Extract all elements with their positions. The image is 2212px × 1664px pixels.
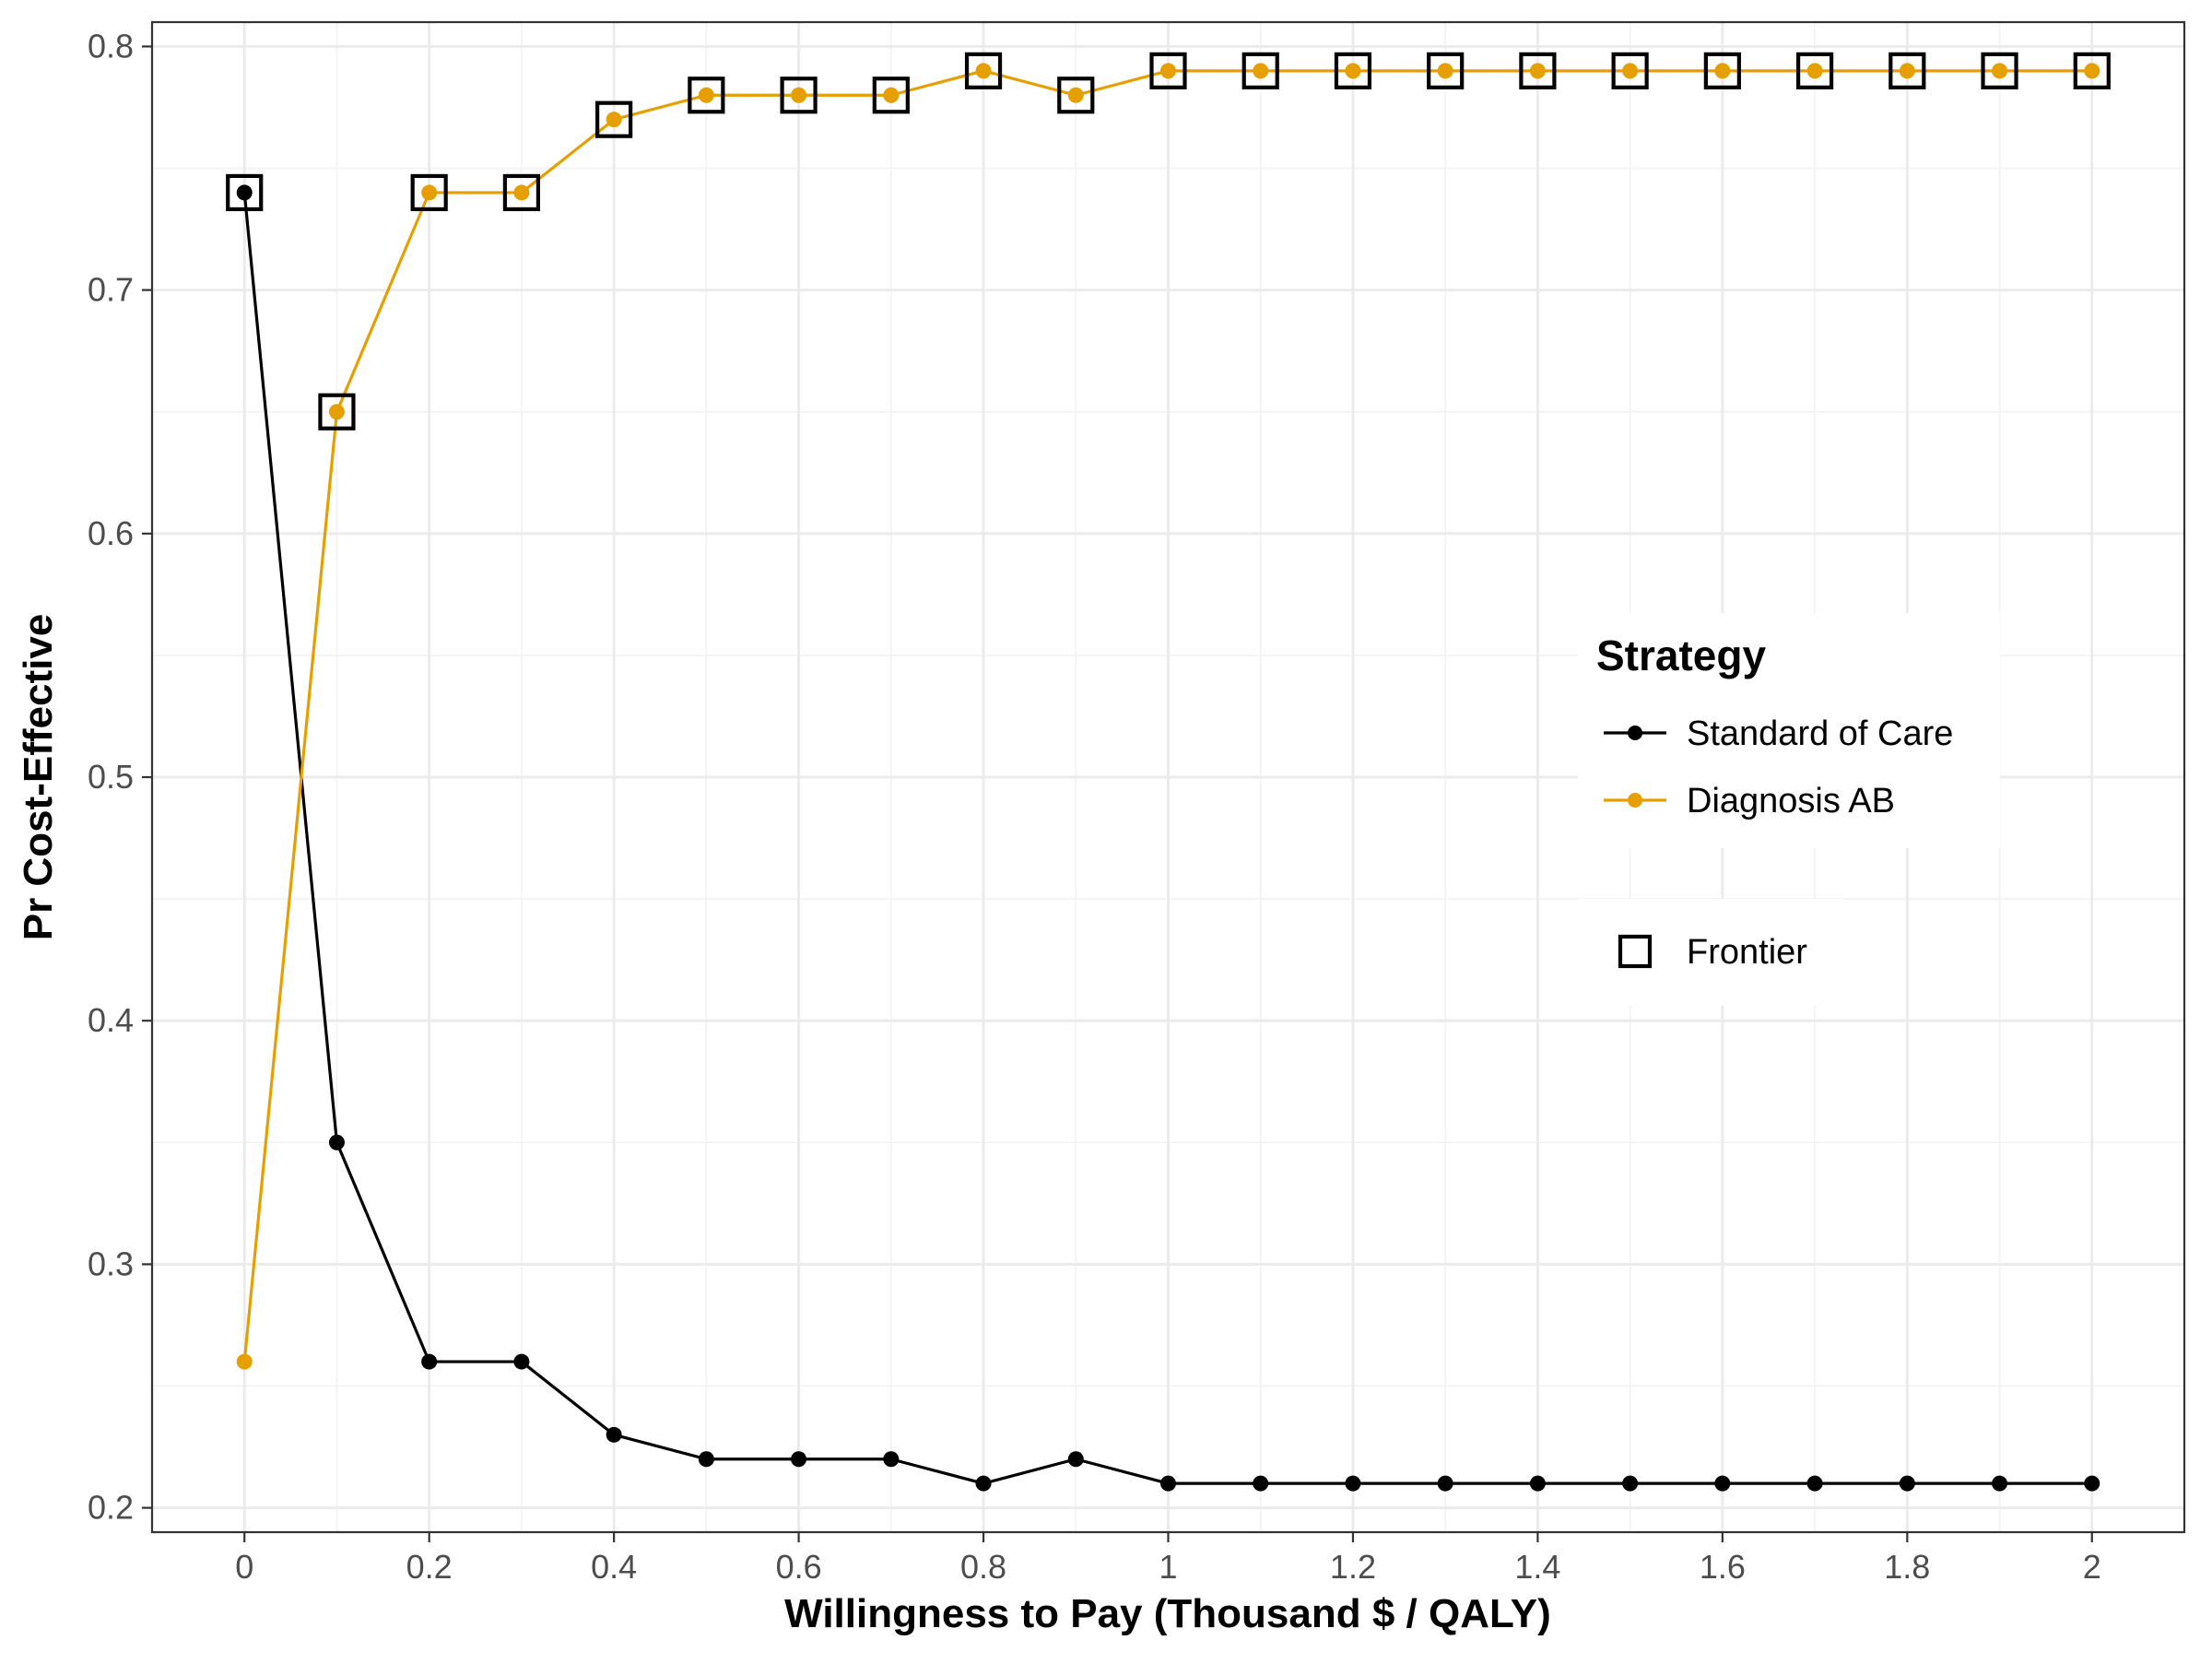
data-point-standard-of-care <box>1253 1475 1269 1492</box>
x-tick-label: 1.4 <box>1514 1548 1560 1586</box>
data-point-diagnosis-ab <box>421 184 438 201</box>
frontier-marker <box>780 77 818 114</box>
x-tick-label: 1.2 <box>1330 1548 1376 1586</box>
data-point-diagnosis-ab <box>975 63 992 79</box>
frontier-marker <box>1888 52 1926 89</box>
frontier-marker <box>1519 52 1557 89</box>
frontier-marker <box>1149 52 1187 89</box>
data-point-diagnosis-ab <box>1345 63 1361 79</box>
data-point-diagnosis-ab <box>606 112 622 128</box>
data-point-standard-of-care <box>421 1353 438 1370</box>
data-point-standard-of-care <box>1992 1475 2008 1492</box>
data-point-standard-of-care <box>1160 1475 1176 1492</box>
x-tick-label: 0.6 <box>776 1548 822 1586</box>
x-axis-ticks: 0 0.2 0.4 0.6 0.8 1 1.2 1.4 1.6 1.8 2 <box>235 1532 2101 1586</box>
x-tick-label: 0.2 <box>406 1548 453 1586</box>
frontier-marker <box>964 52 1003 89</box>
x-axis-title: Willingness to Pay (Thousand $ / QALY) <box>784 1591 1551 1636</box>
frontier-marker <box>595 100 633 138</box>
frontier-marker <box>1334 52 1372 89</box>
data-point-diagnosis-ab <box>236 1353 253 1370</box>
frontier-marker <box>872 77 910 114</box>
data-point-diagnosis-ab <box>1992 63 2008 79</box>
frontier-marker <box>1057 77 1095 114</box>
data-point-standard-of-care <box>1529 1475 1546 1492</box>
data-point-standard-of-care <box>1806 1475 1823 1492</box>
frontier-marker <box>2073 52 2111 89</box>
data-point-diagnosis-ab <box>698 87 714 103</box>
data-point-standard-of-care <box>975 1475 992 1492</box>
data-point-diagnosis-ab <box>1806 63 1823 79</box>
data-point-standard-of-care <box>328 1134 345 1151</box>
data-point-standard-of-care <box>606 1426 622 1443</box>
series <box>236 63 2100 1492</box>
y-tick-label: 0.4 <box>88 1001 134 1039</box>
data-point-standard-of-care <box>1899 1475 1915 1492</box>
frontier-marker <box>1611 52 1649 89</box>
frontier-marker <box>502 173 541 212</box>
data-point-diagnosis-ab <box>2084 63 2100 79</box>
frontier-marker <box>1703 52 1741 89</box>
legend-title: Strategy <box>1596 631 1766 679</box>
x-tick-label: 0.8 <box>960 1548 1006 1586</box>
data-point-standard-of-care <box>513 1353 530 1370</box>
data-point-diagnosis-ab <box>513 184 530 201</box>
data-point-diagnosis-ab <box>1067 87 1084 103</box>
data-point-diagnosis-ab <box>883 87 900 103</box>
legend-label-frontier: Frontier <box>1687 933 1807 972</box>
y-tick-label: 0.2 <box>88 1489 134 1527</box>
data-point-standard-of-care <box>236 184 253 201</box>
x-tick-label: 0 <box>235 1548 253 1586</box>
data-point-diagnosis-ab <box>1622 63 1639 79</box>
x-tick-label: 1.8 <box>1884 1548 1930 1586</box>
y-tick-label: 0.8 <box>88 27 134 65</box>
data-point-standard-of-care <box>1345 1475 1361 1492</box>
y-axis-title: Pr Cost-Effective <box>16 614 61 941</box>
frontier-markers <box>226 52 2111 431</box>
data-point-diagnosis-ab <box>1253 63 1269 79</box>
frontier-marker <box>1241 52 1279 89</box>
x-tick-label: 1.6 <box>1700 1548 1746 1586</box>
x-tick-label: 1 <box>1159 1548 1177 1586</box>
frontier-marker <box>1427 52 1465 89</box>
legend-key-point-diagnosis-ab <box>1628 793 1642 808</box>
data-point-standard-of-care <box>1714 1475 1731 1492</box>
data-point-standard-of-care <box>698 1451 714 1468</box>
y-tick-label: 0.7 <box>88 271 134 309</box>
frontier-marker <box>318 393 356 431</box>
y-tick-label: 0.3 <box>88 1245 134 1282</box>
y-tick-label: 0.5 <box>88 758 134 796</box>
legend-label-diagnosis-ab: Diagnosis AB <box>1687 782 1895 820</box>
data-point-diagnosis-ab <box>1899 63 1915 79</box>
y-axis-ticks: 0.2 0.3 0.4 0.5 0.6 0.7 0.8 <box>88 27 152 1527</box>
data-point-standard-of-care <box>883 1451 900 1468</box>
frontier-marker <box>226 173 264 212</box>
legend-key-point-standard-of-care <box>1628 726 1642 740</box>
data-point-standard-of-care <box>791 1451 807 1468</box>
data-point-diagnosis-ab <box>328 404 345 420</box>
data-point-diagnosis-ab <box>1529 63 1546 79</box>
frontier-marker <box>1795 52 1834 89</box>
legend: Strategy Standard of Care Diagnosis AB F… <box>1578 613 2000 1006</box>
legend-box <box>1578 613 2000 848</box>
data-point-standard-of-care <box>1067 1451 1084 1468</box>
frontier-marker <box>688 77 725 114</box>
data-point-diagnosis-ab <box>791 87 807 103</box>
data-point-diagnosis-ab <box>1714 63 1731 79</box>
x-tick-label: 2 <box>2083 1548 2101 1586</box>
y-tick-label: 0.6 <box>88 514 134 552</box>
legend-key-frontier-square <box>1618 934 1653 969</box>
data-point-diagnosis-ab <box>1437 63 1453 79</box>
data-point-standard-of-care <box>2084 1475 2100 1492</box>
data-point-standard-of-care <box>1437 1475 1453 1492</box>
data-point-standard-of-care <box>1622 1475 1639 1492</box>
x-tick-label: 0.4 <box>591 1548 637 1586</box>
frontier-marker <box>1981 52 2018 89</box>
legend-label-standard-of-care: Standard of Care <box>1687 714 1953 753</box>
frontier-marker <box>410 173 448 212</box>
data-point-diagnosis-ab <box>1160 63 1176 79</box>
